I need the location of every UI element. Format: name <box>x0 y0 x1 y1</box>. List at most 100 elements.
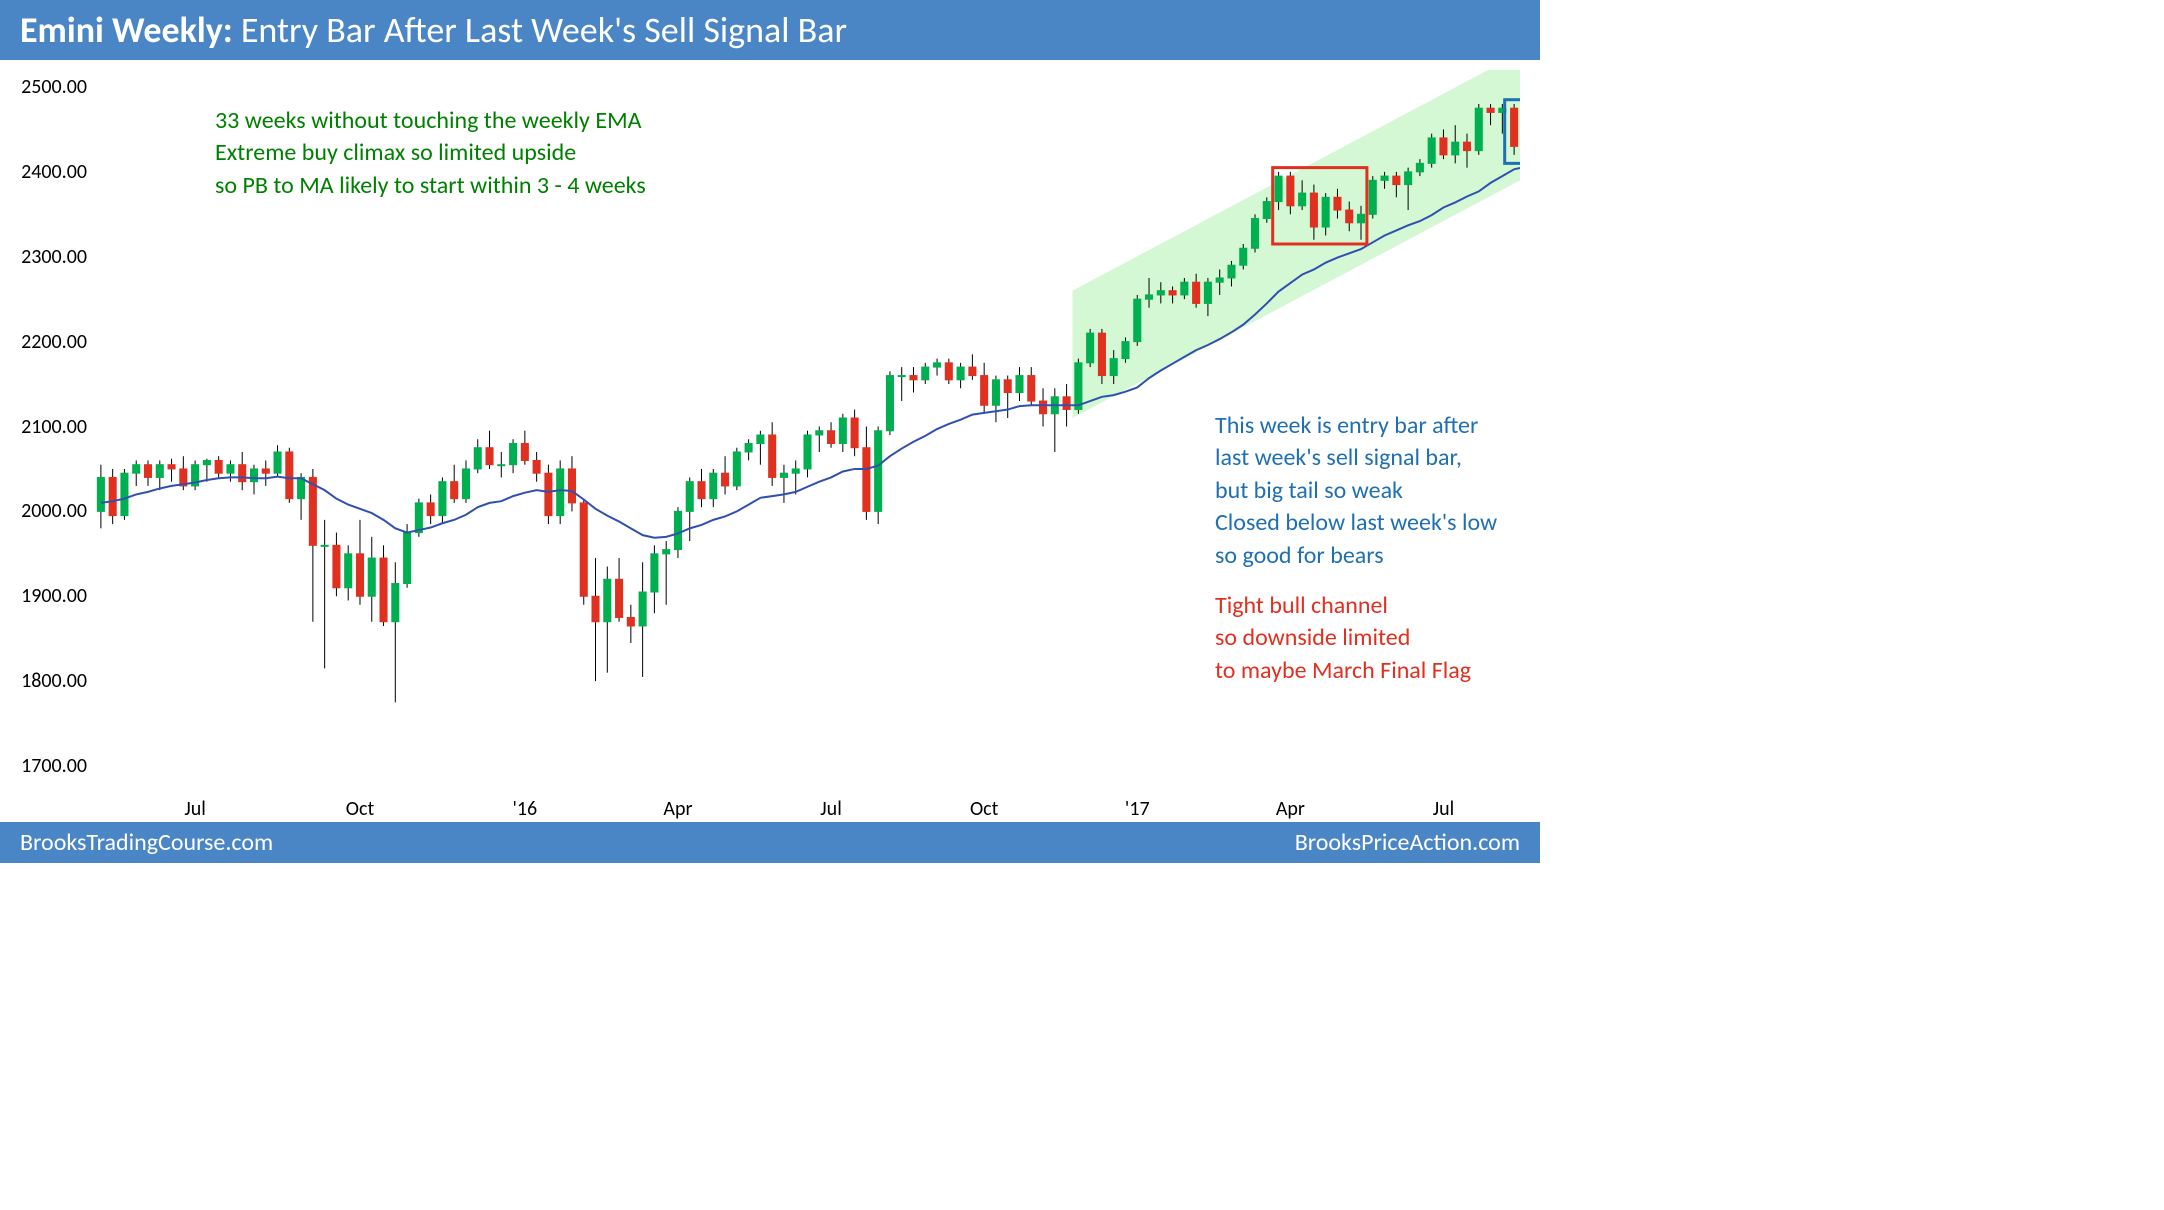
title-rest: Entry Bar After Last Week's Sell Signal … <box>233 8 847 52</box>
candle-body <box>144 465 151 478</box>
candle-body <box>651 554 658 592</box>
candle-body <box>1428 138 1435 163</box>
candle-body <box>686 482 693 512</box>
y-axis: 1700.001800.001900.002000.002100.002200.… <box>0 60 95 823</box>
candle-body <box>710 473 717 498</box>
candle-body <box>1228 265 1235 278</box>
candle-body <box>592 596 599 621</box>
candle-body <box>674 511 681 549</box>
candle-body <box>792 469 799 473</box>
candle-body <box>474 448 481 469</box>
x-tick-label: '16 <box>513 797 538 821</box>
candle-body <box>1299 193 1306 206</box>
candle-body <box>663 550 670 554</box>
y-tick-label: 2200.00 <box>21 330 87 354</box>
x-tick-label: Oct <box>346 797 374 821</box>
candle-body <box>1075 363 1082 410</box>
candle-body <box>239 465 246 482</box>
candle-body <box>262 469 269 473</box>
footer-bar: BrooksTradingCourse.com BrooksPriceActio… <box>0 822 1540 863</box>
candle-body <box>1098 333 1105 375</box>
annotation-red: Tight bull channel so downside limited t… <box>1215 590 1471 687</box>
candle-body <box>227 465 234 473</box>
candle-body <box>780 473 787 477</box>
candle-body <box>557 469 564 516</box>
candle-body <box>1145 295 1152 299</box>
chart-area: 1700.001800.001900.002000.002100.002200.… <box>0 60 1540 823</box>
plot-area: 33 weeks without touching the weekly EMA… <box>95 70 1520 783</box>
candle-body <box>368 558 375 596</box>
candle-body <box>1122 342 1129 359</box>
candle-body <box>745 443 752 451</box>
candle-body <box>1346 210 1353 223</box>
candle-body <box>545 473 552 515</box>
candle-body <box>1310 193 1317 227</box>
candle-body <box>1169 291 1176 295</box>
candle-body <box>875 431 882 512</box>
candle-body <box>415 503 422 533</box>
candle-body <box>156 465 163 478</box>
candle-body <box>898 376 905 377</box>
candle-body <box>1416 163 1423 171</box>
candle-body <box>533 460 540 473</box>
candle-body <box>922 367 929 380</box>
candle-body <box>1110 359 1117 376</box>
x-tick-label: Oct <box>970 797 998 821</box>
chart-container: Emini Weekly: Entry Bar After Last Week'… <box>0 0 1540 863</box>
candle-body <box>851 418 858 448</box>
candle-body <box>568 469 575 503</box>
candle-body <box>1087 333 1094 363</box>
title-prefix: Emini Weekly: <box>20 8 233 52</box>
candle-body <box>910 376 917 380</box>
candle-body <box>439 482 446 516</box>
x-tick-label: Jul <box>184 797 205 821</box>
candle-body <box>1040 401 1047 414</box>
y-tick-label: 2400.00 <box>21 160 87 184</box>
x-axis: JulOct'16AprJulOct'17AprJul <box>95 793 1520 823</box>
candle-body <box>769 435 776 477</box>
candle-body <box>286 452 293 499</box>
candle-body <box>380 558 387 622</box>
candle-body <box>1028 376 1035 401</box>
candle-body <box>1240 248 1247 265</box>
candle-body <box>733 452 740 486</box>
candle-body <box>97 477 104 511</box>
candle-body <box>1475 108 1482 150</box>
candle-body <box>1393 176 1400 184</box>
candle-body <box>486 448 493 465</box>
candle-body <box>510 443 517 464</box>
candle-body <box>1004 380 1011 393</box>
candle-body <box>356 554 363 596</box>
candle-body <box>816 431 823 435</box>
y-tick-label: 2100.00 <box>21 415 87 439</box>
candle-body <box>1357 214 1364 222</box>
candle-body <box>1463 142 1470 150</box>
chart-title-bar: Emini Weekly: Entry Bar After Last Week'… <box>0 0 1540 60</box>
x-tick-label: '17 <box>1125 797 1150 821</box>
candle-body <box>133 465 140 473</box>
candle-body <box>404 533 411 584</box>
candle-body <box>992 380 999 405</box>
candle-body <box>886 376 893 431</box>
candle-body <box>1016 376 1023 393</box>
candle-body <box>639 592 646 626</box>
x-tick-label: Apr <box>663 797 692 821</box>
candle-body <box>981 376 988 406</box>
y-tick-label: 2000.00 <box>21 499 87 523</box>
candle-body <box>1487 108 1494 112</box>
candle-body <box>521 443 528 460</box>
footer-right: BrooksPriceAction.com <box>1295 828 1520 857</box>
candle-body <box>627 617 634 625</box>
y-tick-label: 2500.00 <box>21 75 87 99</box>
candle-body <box>1369 180 1376 214</box>
candle-body <box>1193 282 1200 303</box>
candle-body <box>839 418 846 443</box>
candle-body <box>1275 176 1282 201</box>
candle-body <box>828 431 835 444</box>
candle-body <box>109 477 116 515</box>
candle-body <box>1134 299 1141 341</box>
candle-body <box>215 460 222 473</box>
candle-body <box>757 435 764 443</box>
annotation-blue: This week is entry bar after last week's… <box>1215 410 1497 572</box>
candle-body <box>722 473 729 486</box>
